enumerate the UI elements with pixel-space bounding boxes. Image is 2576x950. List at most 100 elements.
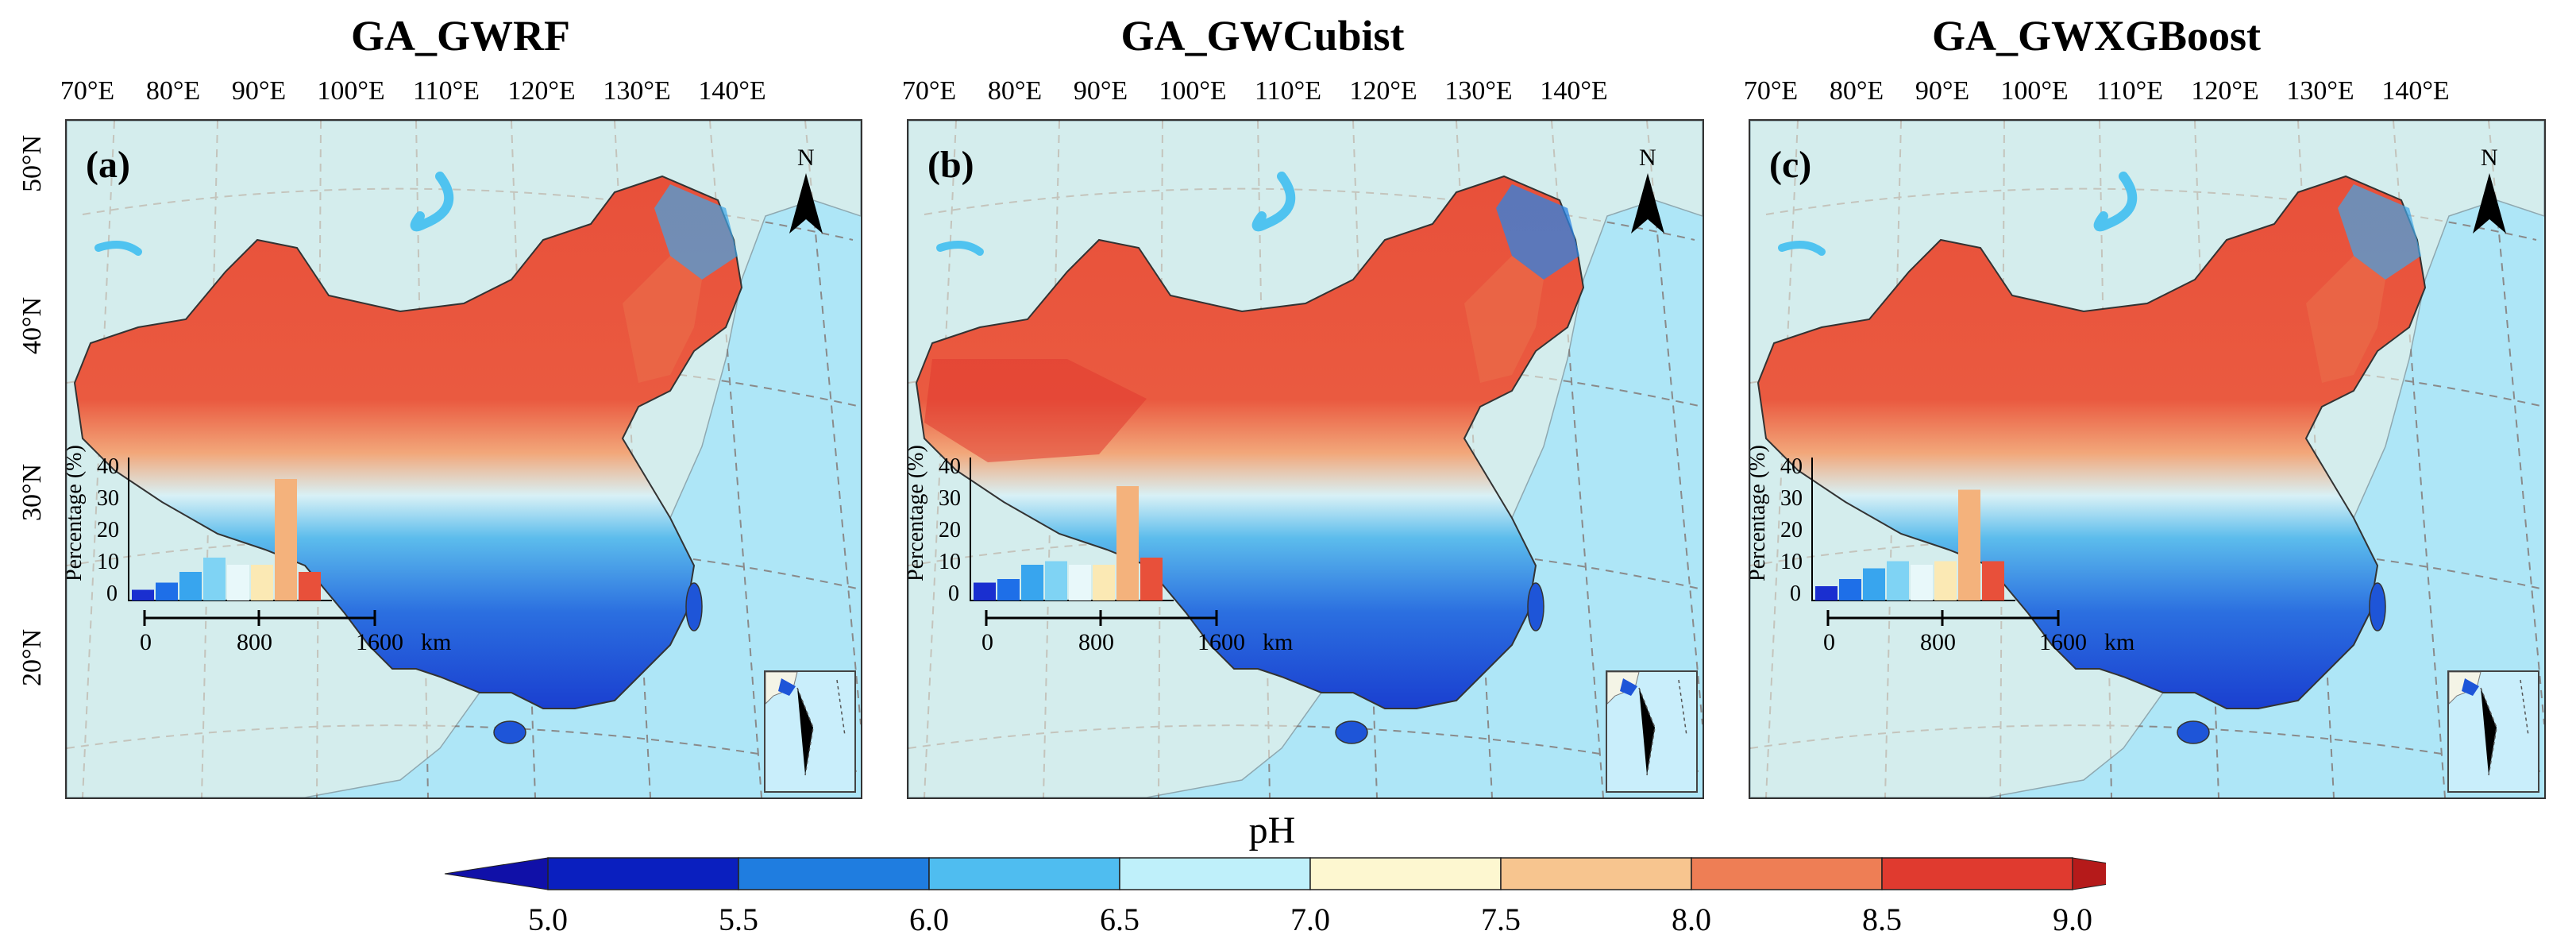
histogram-bar — [299, 572, 321, 601]
histogram-ylabel: Percentage (%) — [907, 445, 928, 581]
colorbar-tick: 8.5 — [1862, 902, 1902, 937]
histogram-ylabel: Percentage (%) — [1749, 445, 1770, 581]
ytick: 20 — [1780, 518, 1803, 543]
colorbar-tick: 8.0 — [1672, 902, 1711, 937]
scale-label: 0 — [981, 629, 993, 655]
north-arrow: N — [786, 145, 826, 240]
histogram-bar — [203, 558, 226, 601]
china-ph-map — [1750, 121, 2544, 797]
lon-label: 70°E — [60, 76, 115, 106]
map-panel-c: (c) N Percentage (%) 40 30 20 10 0 0 800… — [1749, 119, 2546, 799]
colorbar-segment — [1881, 857, 2073, 890]
ytick: 10 — [1780, 550, 1803, 574]
histogram-bar — [132, 589, 154, 601]
ytick: 10 — [97, 550, 119, 574]
lon-label: 80°E — [145, 76, 201, 106]
western-hot-region — [924, 359, 1147, 462]
hainan-island — [2177, 720, 2210, 744]
lat-label: 30°N — [17, 463, 47, 521]
histogram-bar — [1021, 565, 1043, 601]
colorbar — [444, 857, 2106, 890]
panel-c-title: GA_GWXGBoost — [1931, 12, 2262, 60]
inset-map — [765, 671, 846, 776]
histogram: Percentage (%) 40 30 20 10 0 0 800 1600 … — [908, 121, 1293, 655]
scale-label: 800 — [1078, 629, 1114, 655]
ytick: 20 — [97, 518, 119, 543]
china-landmass — [1757, 175, 2427, 709]
scale-label: 1600 — [1197, 629, 1245, 655]
ytick: 30 — [939, 486, 961, 511]
colorbar-tick: 5.0 — [528, 902, 568, 937]
lon-label: 140°E — [2381, 76, 2450, 106]
china-ph-map — [908, 121, 1703, 797]
north-arrow-icon — [1631, 173, 1664, 234]
south-china-sea-inset — [1606, 670, 1698, 793]
scale-label: 0 — [140, 629, 152, 655]
map-panel-b: (b) N Percentage (%) 40 30 20 10 0 0 800… — [907, 119, 1704, 799]
colorbar-low-arrow — [444, 857, 549, 890]
ytick: 20 — [939, 518, 961, 543]
ytick: 40 — [939, 454, 961, 479]
histogram-bar — [1045, 561, 1067, 601]
colorbar-segment — [547, 857, 739, 890]
histogram-bar — [156, 582, 178, 601]
histogram-bar — [227, 565, 249, 601]
north-label: N — [797, 145, 815, 171]
lon-label: 140°E — [698, 76, 766, 106]
histogram-bar — [1116, 486, 1139, 601]
northeast-warm-region — [623, 256, 702, 383]
northeast-cool-region — [2338, 184, 2421, 280]
histogram-bar — [1887, 561, 1909, 601]
histogram: Percentage (%) 40 30 20 10 0 0 800 1600 … — [1750, 121, 2134, 655]
colorbar-segment — [1119, 857, 1311, 890]
china-ph-map — [67, 121, 861, 797]
china-landmass — [915, 175, 1585, 709]
panel-b-title: GA_GWCubist — [1120, 12, 1405, 60]
lon-label: 80°E — [987, 76, 1043, 106]
histogram-bar — [1934, 561, 1957, 601]
scale-unit: km — [1263, 629, 1294, 655]
histogram-bar — [1839, 579, 1861, 601]
hainan-island — [1335, 720, 1368, 744]
scale-bar — [1826, 607, 2065, 670]
scale-unit: km — [2104, 629, 2135, 655]
histogram-bar — [1863, 568, 1885, 601]
histogram: Percentage (%) 40 30 20 10 0 0 800 1600 … — [67, 121, 451, 655]
histogram-plot — [970, 458, 1174, 601]
lon-label: 110°E — [2096, 76, 2164, 106]
scale-bar-line — [143, 610, 376, 626]
balkhash-lake — [1778, 241, 1826, 256]
north-arrow: N — [2470, 145, 2509, 240]
inset-map — [2448, 671, 2529, 776]
lon-label: 130°E — [1444, 76, 1513, 106]
scale-bar — [143, 607, 381, 670]
lon-label: 120°E — [1349, 76, 1417, 106]
scale-label: 800 — [237, 629, 272, 655]
north-label: N — [1639, 145, 1656, 171]
northeast-warm-region — [1464, 256, 1544, 383]
scale-bar — [985, 607, 1223, 670]
histogram-bar — [179, 572, 202, 601]
lat-label: 40°N — [17, 296, 47, 354]
lon-label: 120°E — [507, 76, 576, 106]
ytick: 40 — [1780, 454, 1803, 479]
taiwan-island — [1527, 582, 1544, 631]
lon-label: 110°E — [412, 76, 480, 106]
ytick: 30 — [1780, 486, 1803, 511]
histogram-bar — [1069, 565, 1091, 601]
histogram-bar — [275, 479, 297, 601]
histogram-bar — [974, 582, 996, 601]
histogram-bar — [1958, 489, 1980, 601]
histogram-plot — [1811, 458, 2015, 601]
colorbar-segment — [1691, 857, 1883, 890]
lon-label: 70°E — [1743, 76, 1799, 106]
colorbar-tick: 7.0 — [1290, 902, 1330, 937]
north-arrow-icon — [2473, 173, 2506, 234]
lon-label: 140°E — [1540, 76, 1608, 106]
histogram-bar — [1140, 558, 1163, 601]
north-arrow: N — [1628, 145, 1668, 240]
lake-baikal — [2093, 172, 2138, 232]
northeast-warm-region — [2306, 256, 2385, 383]
histogram-bar — [1911, 565, 1933, 601]
north-label: N — [2481, 145, 2498, 171]
